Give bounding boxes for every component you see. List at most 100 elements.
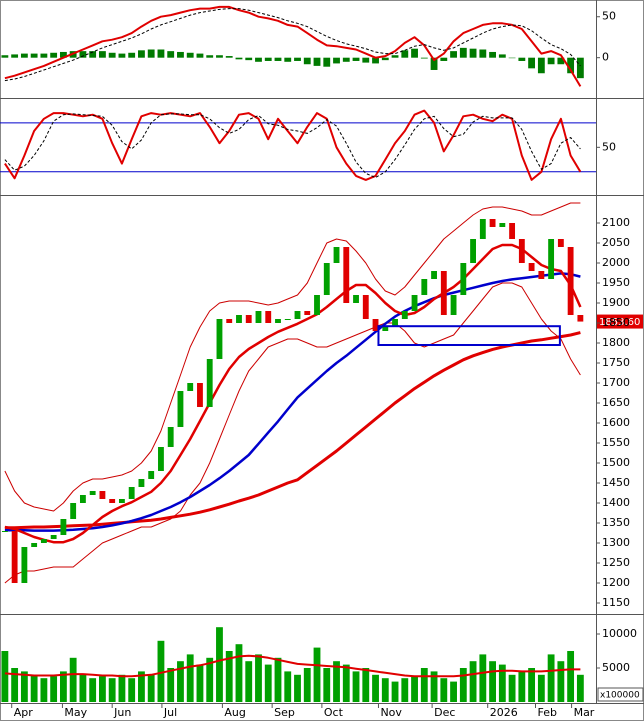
histogram-bar (20, 53, 28, 58)
histogram-bar (518, 57, 526, 61)
histogram-bar (557, 57, 565, 65)
histogram-bar (108, 52, 116, 58)
histogram-bar (274, 57, 282, 61)
histogram-bar (440, 57, 448, 61)
histogram-bar (469, 48, 477, 58)
candle (548, 239, 555, 279)
candle (431, 271, 437, 279)
volume-bar (567, 651, 575, 702)
y-tick-label: 1450 (602, 476, 630, 489)
volume-bar (167, 668, 175, 702)
volume-bar (196, 664, 204, 702)
indicator-line (4, 113, 581, 178)
x-tick-label: Mar (574, 706, 595, 719)
volume-bar (147, 674, 155, 702)
histogram-bar (235, 57, 243, 60)
candle (509, 223, 516, 239)
candle (440, 271, 447, 315)
volume-bar (498, 664, 506, 702)
candle (577, 315, 584, 322)
volume-bar (294, 674, 301, 702)
volume-bar (274, 657, 282, 702)
candle (187, 383, 194, 391)
y-tick-label: 1800 (602, 336, 630, 349)
histogram-bar (186, 52, 194, 58)
candle (177, 391, 184, 427)
y-tick-label: 2050 (602, 236, 630, 249)
histogram-bar (489, 51, 496, 58)
y-tick-label: 1200 (602, 576, 630, 589)
y-tick-label: 1550 (602, 436, 630, 449)
candle (499, 223, 506, 227)
volume-bar (186, 654, 194, 702)
indicator-line (4, 202, 581, 512)
x-tick-label: Feb (538, 706, 557, 719)
x-tick-label: Oct (324, 706, 344, 719)
volume-bar (118, 674, 126, 702)
candle (60, 519, 67, 535)
volume-bar (342, 664, 350, 702)
candle (479, 219, 486, 239)
y-tick-label: 0 (602, 51, 609, 64)
candle (489, 219, 496, 227)
volume-bar (225, 651, 233, 702)
y-tick-label: 1250 (602, 556, 630, 569)
candle (216, 319, 223, 359)
candle (236, 315, 242, 323)
y-tick-label: 2000 (602, 256, 630, 269)
volume-bar (245, 661, 253, 702)
histogram-bar (206, 55, 214, 58)
volume-bar (40, 678, 48, 702)
volume-bar (362, 668, 370, 702)
histogram-bar (99, 51, 106, 58)
volume-bar (99, 676, 106, 702)
candle (197, 383, 203, 407)
volume-bar (89, 678, 97, 702)
candle (167, 427, 174, 447)
histogram-bar (303, 57, 311, 65)
histogram-bar (225, 56, 233, 58)
indicator-line (4, 272, 581, 532)
candle (567, 247, 574, 315)
candle (89, 491, 96, 495)
histogram-bar (479, 49, 487, 58)
histogram-bar (411, 48, 418, 58)
volume-bar (128, 678, 136, 702)
candle (470, 239, 476, 263)
histogram-bar (245, 57, 253, 61)
volume-bar (11, 668, 19, 702)
histogram-bar (138, 50, 145, 58)
candle (70, 503, 77, 519)
candle (128, 487, 135, 499)
candle (518, 239, 525, 263)
volume-bar (303, 668, 311, 702)
y-tick-label: 2100 (602, 216, 630, 229)
x-tick-label: Nov (380, 706, 402, 719)
volume-bar (30, 674, 38, 702)
y-tick-label: 1900 (602, 296, 630, 309)
candle (138, 479, 145, 487)
candle (99, 491, 106, 499)
candle (343, 247, 350, 303)
candle (353, 295, 359, 303)
candle (411, 295, 418, 311)
histogram-bar (11, 54, 19, 58)
histogram-bar (342, 57, 350, 62)
candle (450, 295, 457, 315)
volume-bar (50, 676, 58, 702)
y-tick-label: 1350 (602, 516, 630, 529)
histogram-bar (391, 55, 399, 58)
histogram-bar (372, 57, 379, 64)
volume-bar (469, 661, 477, 702)
volume-bar (284, 671, 292, 702)
candle (11, 531, 18, 583)
candle (323, 263, 330, 295)
candle (362, 295, 369, 319)
volume-bar (518, 671, 526, 702)
histogram-bar (1, 55, 9, 58)
volume-bar (108, 678, 116, 702)
histogram-bar (362, 57, 370, 63)
x-tick-label: May (64, 706, 87, 719)
volume-bar (450, 681, 457, 702)
volume-bar (352, 671, 360, 702)
